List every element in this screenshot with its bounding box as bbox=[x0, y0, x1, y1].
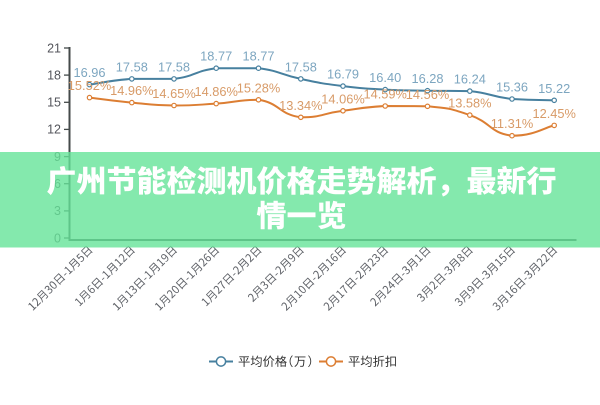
svg-text:18.77: 18.77 bbox=[242, 49, 274, 64]
svg-text:16.96: 16.96 bbox=[73, 65, 105, 80]
svg-text:15.52%: 15.52% bbox=[68, 78, 111, 93]
svg-text:12.45%: 12.45% bbox=[532, 106, 575, 121]
svg-text:17.58: 17.58 bbox=[116, 59, 148, 74]
svg-text:17.58: 17.58 bbox=[158, 59, 190, 74]
svg-text:14.59%: 14.59% bbox=[363, 87, 406, 102]
svg-text:14.65%: 14.65% bbox=[152, 86, 195, 101]
svg-text:12: 12 bbox=[47, 123, 61, 137]
svg-text:18: 18 bbox=[47, 68, 61, 82]
svg-text:16.79: 16.79 bbox=[327, 67, 359, 82]
svg-text:11.31%: 11.31% bbox=[491, 116, 533, 131]
svg-text:15.36: 15.36 bbox=[496, 80, 528, 95]
svg-text:15.22: 15.22 bbox=[538, 81, 570, 96]
svg-text:16.28: 16.28 bbox=[411, 71, 443, 86]
svg-text:15.28%: 15.28% bbox=[237, 80, 280, 95]
svg-text:16.40: 16.40 bbox=[369, 70, 401, 85]
svg-text:13.58%: 13.58% bbox=[448, 96, 491, 111]
svg-text:15: 15 bbox=[47, 96, 61, 110]
svg-text:14.06%: 14.06% bbox=[321, 91, 364, 106]
svg-text:14.56%: 14.56% bbox=[406, 87, 449, 102]
svg-text:14.86%: 14.86% bbox=[194, 84, 237, 99]
svg-text:13.34%: 13.34% bbox=[279, 98, 322, 113]
svg-text:18.77: 18.77 bbox=[200, 49, 232, 64]
svg-text:17.58: 17.58 bbox=[285, 59, 317, 74]
svg-text:21: 21 bbox=[47, 41, 61, 55]
svg-text:14.96%: 14.96% bbox=[110, 83, 153, 98]
svg-text:16.24: 16.24 bbox=[454, 72, 486, 87]
